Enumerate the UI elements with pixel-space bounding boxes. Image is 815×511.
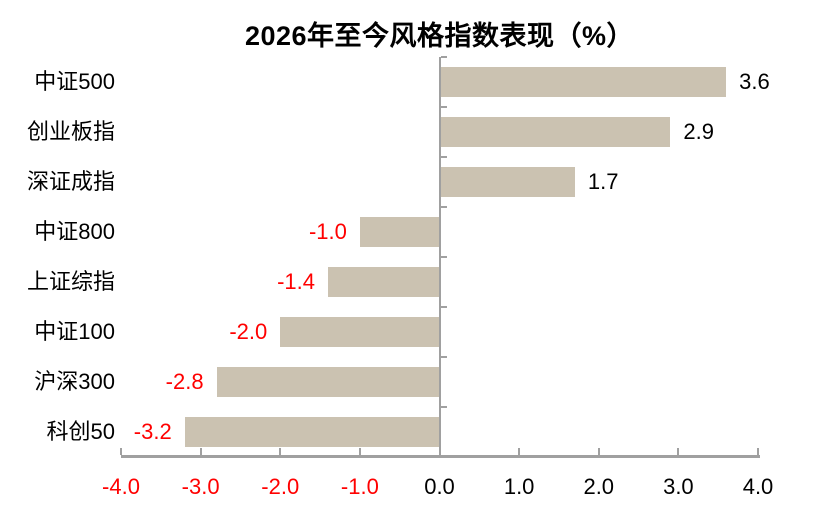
category-label: 上证综指 — [26, 269, 115, 294]
category-label: 深证成指 — [26, 169, 115, 194]
value-label: -1.4 — [277, 269, 316, 294]
category-label: 中证500 — [34, 69, 115, 94]
bar — [328, 267, 440, 297]
bar — [280, 317, 440, 347]
bar — [359, 217, 440, 247]
x-axis-tick — [199, 448, 202, 455]
category-axis-tick — [440, 306, 447, 308]
value-label: 1.7 — [587, 169, 619, 194]
category-label: 创业板指 — [26, 119, 115, 144]
category-label: 中证100 — [34, 319, 115, 344]
x-tick-label: -1.0 — [340, 474, 379, 499]
x-tick-label: 2.0 — [583, 474, 615, 499]
bar — [439, 167, 575, 197]
value-label: -3.2 — [133, 419, 172, 444]
x-axis-tick — [438, 448, 441, 455]
zero-axis-line — [438, 57, 441, 457]
x-axis-tick — [518, 448, 521, 455]
category-axis-tick — [440, 106, 447, 108]
category-axis-tick — [440, 206, 447, 208]
x-axis-tick — [757, 448, 759, 455]
category-label: 沪深300 — [34, 369, 115, 394]
x-tick-label: 1.0 — [503, 474, 535, 499]
bar — [184, 417, 440, 447]
x-axis-tick — [597, 448, 600, 455]
bar — [439, 117, 671, 147]
x-axis-tick — [120, 448, 122, 455]
x-tick-label: 0.0 — [424, 474, 455, 499]
category-axis-tick — [440, 156, 447, 158]
value-label: -2.0 — [229, 319, 268, 344]
x-axis-line — [121, 455, 760, 458]
category-axis-tick — [440, 356, 447, 358]
category-label: 科创50 — [46, 419, 115, 444]
x-tick-label: 3.0 — [663, 474, 694, 499]
x-tick-label: -2.0 — [261, 474, 300, 499]
x-axis-tick — [677, 448, 680, 455]
bar — [439, 67, 727, 97]
category-label: 中证800 — [34, 219, 115, 244]
bar — [216, 367, 440, 397]
chart-title: 2026年至今风格指数表现（%） — [244, 21, 635, 51]
value-label: 2.9 — [683, 119, 714, 144]
value-label: -1.0 — [308, 219, 347, 244]
category-axis-tick — [440, 256, 447, 258]
value-label: -2.8 — [165, 369, 204, 394]
x-tick-label: 4.0 — [742, 474, 774, 499]
category-axis-tick — [440, 406, 447, 408]
x-tick-label: -4.0 — [102, 474, 140, 499]
category-axis-tick — [440, 56, 447, 58]
x-axis-tick — [279, 448, 282, 455]
value-label: 3.6 — [739, 69, 770, 94]
x-tick-label: -3.0 — [181, 474, 220, 499]
x-axis-tick — [358, 448, 361, 455]
